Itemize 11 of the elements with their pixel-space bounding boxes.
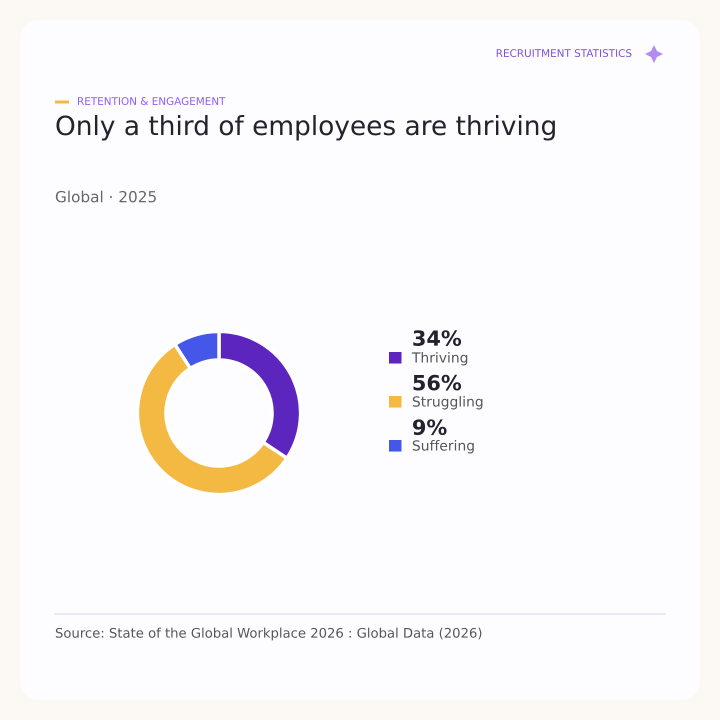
text: RECRUITMENT STATISTICS bbox=[496, 49, 632, 58]
chart-subtitle: Global · 2025 bbox=[56, 190, 156, 202]
text: RETENTION & ENGAGEMENT bbox=[78, 97, 226, 106]
legend-label: Suffering bbox=[412, 440, 474, 454]
data-label: 56% bbox=[414, 374, 462, 391]
legend-label: Struggling bbox=[412, 396, 482, 410]
legend-label: Thriving bbox=[412, 352, 468, 366]
data-label: 34% bbox=[413, 330, 462, 346]
chart-title: Only a third of employees are thriving bbox=[56, 115, 555, 141]
source-note: Source: State of the Global Workplace 2026 : Global Data (2026) bbox=[56, 628, 482, 640]
data-label: 9% bbox=[412, 419, 447, 436]
